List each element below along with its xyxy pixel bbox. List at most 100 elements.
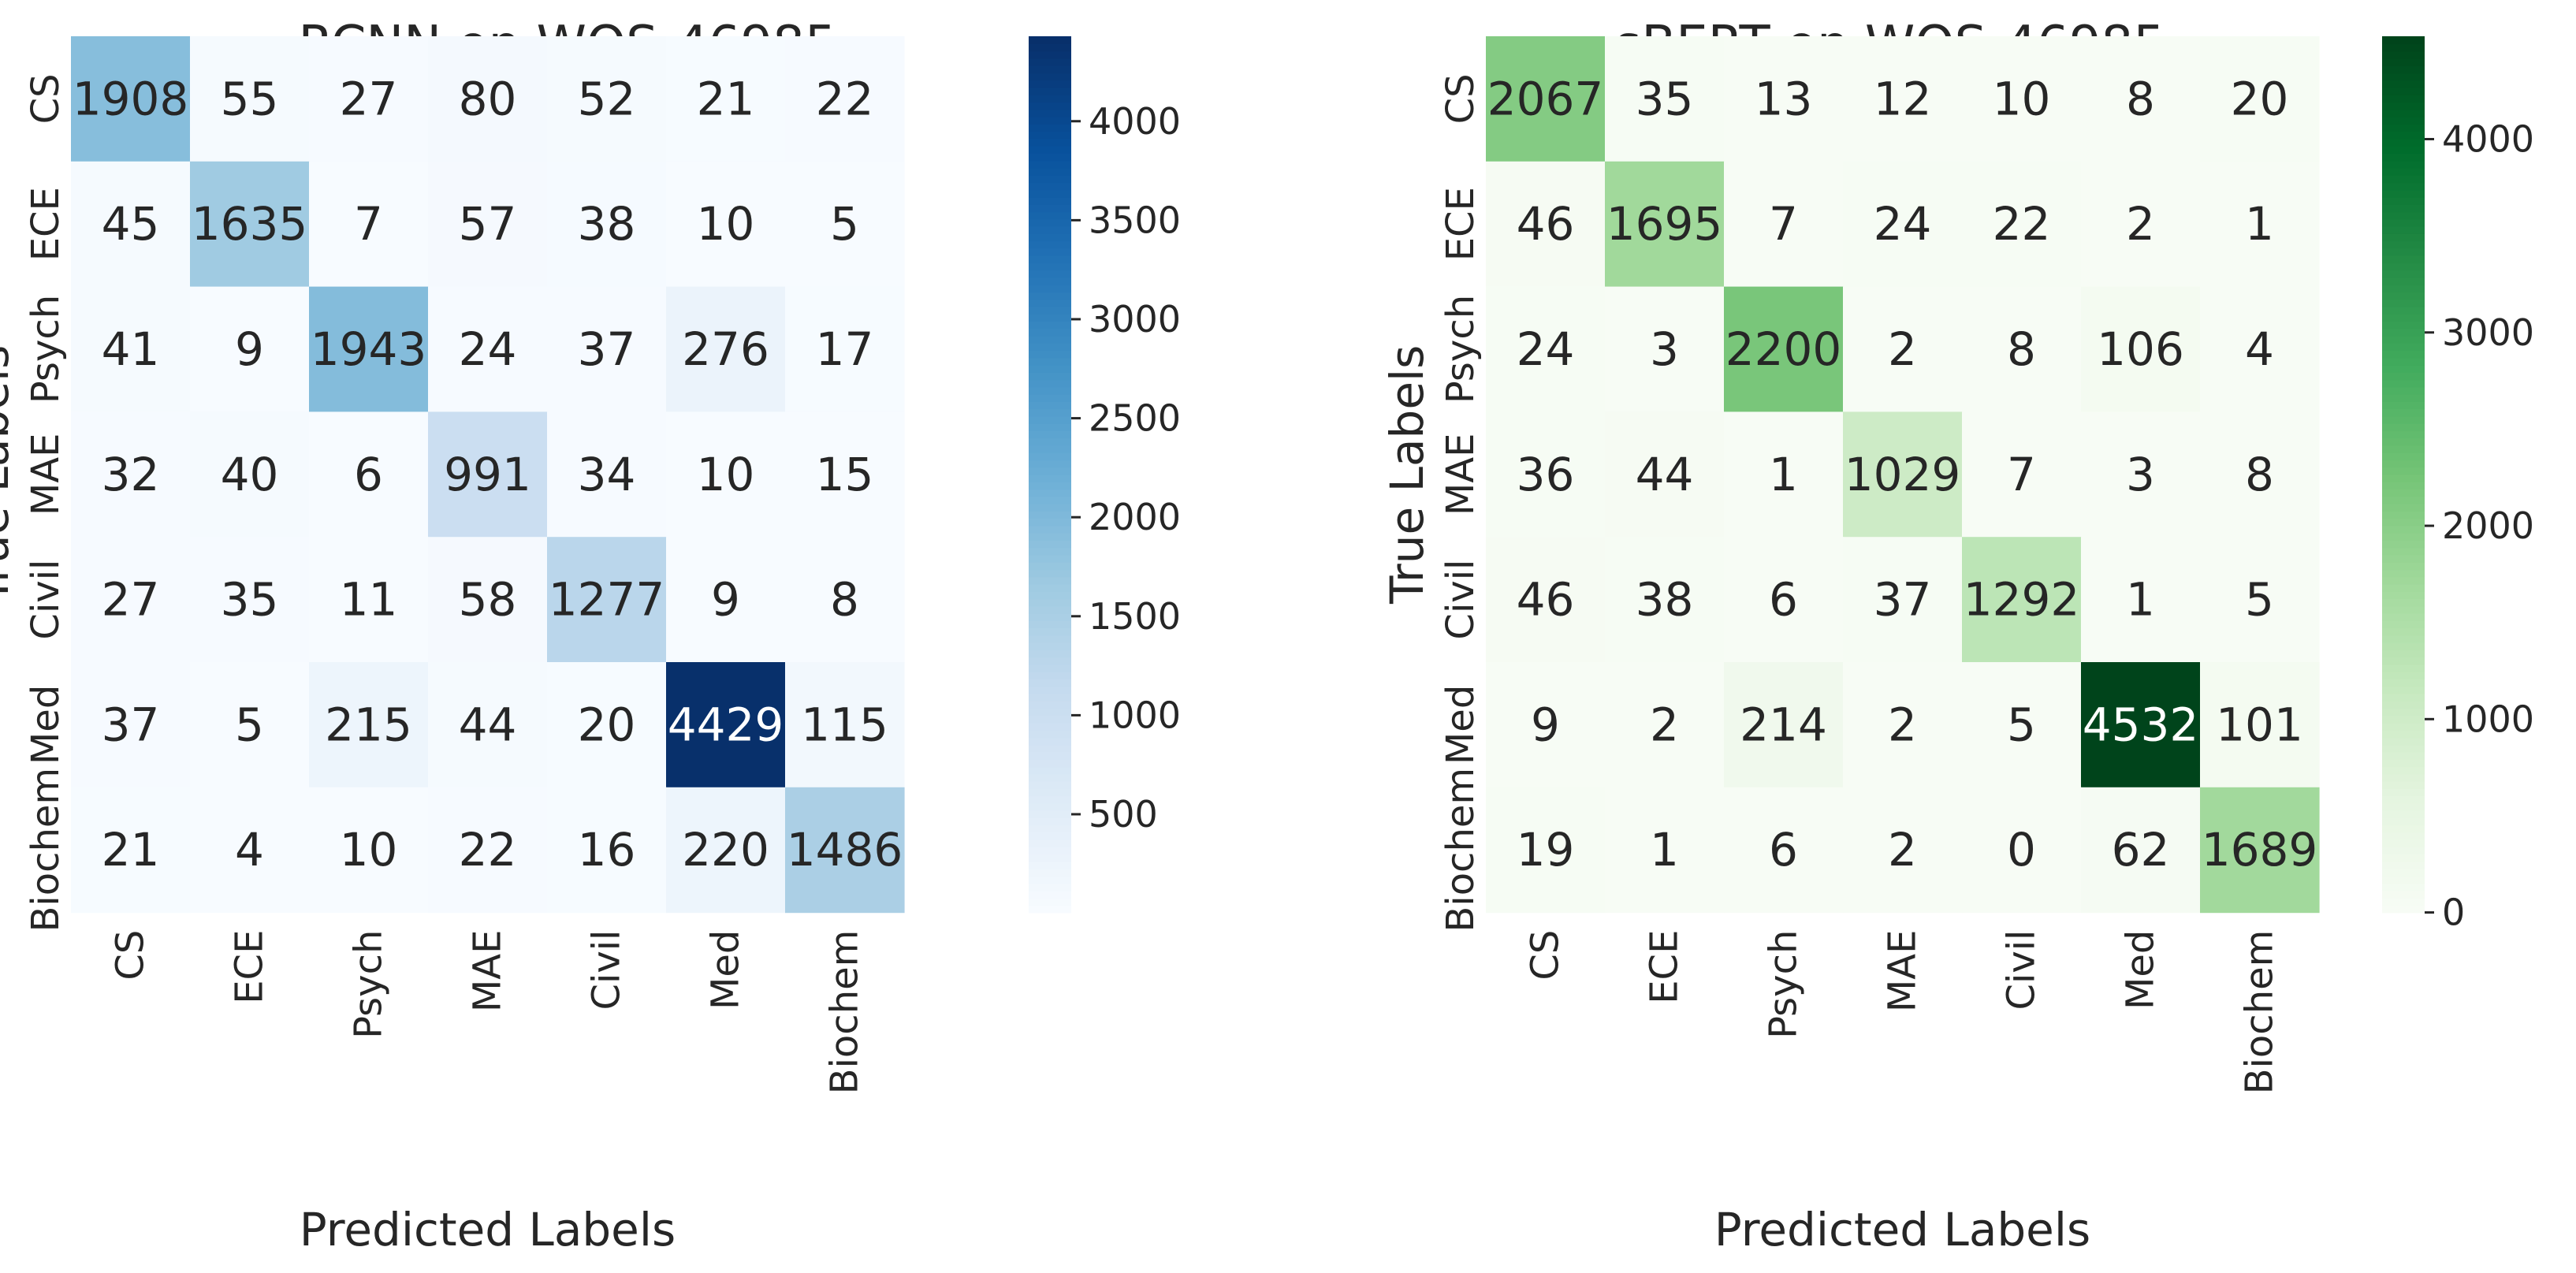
heatmap-cell-4-0 — [71, 537, 191, 663]
data-label-5-0: 9 — [1531, 698, 1560, 751]
colorbar-segment — [2382, 883, 2425, 891]
heatmap-cell-4-0 — [1486, 537, 1606, 663]
colorbar-segment — [2382, 306, 2425, 315]
colorbar-segment — [1029, 686, 1071, 694]
data-label-0-3: 12 — [1874, 72, 1932, 125]
colorbar-segment — [2382, 204, 2425, 213]
colorbar-segment — [1029, 890, 1071, 899]
colorbar-segment — [2382, 284, 2425, 293]
data-label-4-5: 9 — [711, 573, 740, 627]
heatmap-cell-1-0 — [71, 161, 191, 288]
heatmap-cell-1-3 — [428, 161, 548, 288]
colorbar-segment — [2382, 372, 2425, 381]
colorbar-segment — [2382, 650, 2425, 658]
colorbar-segment — [2382, 270, 2425, 278]
heatmap-cell-1-4 — [1962, 161, 2082, 288]
data-label-4-1: 35 — [221, 573, 279, 627]
colorbar-segment — [1029, 284, 1071, 293]
colorbar-segment — [1029, 708, 1071, 717]
y-tick-label-mae: MAE — [1439, 434, 1483, 516]
colorbar-segment — [1029, 511, 1071, 519]
colorbar-segment — [2382, 540, 2425, 549]
heatmap-cell-1-1 — [190, 161, 310, 288]
data-label-6-0: 21 — [102, 823, 160, 877]
colorbar-segment — [1029, 861, 1071, 869]
colorbar-segment — [1029, 58, 1071, 66]
colorbar-segment — [1029, 576, 1071, 585]
heatmap-cell-2-4 — [547, 286, 667, 412]
colorbar-segment — [1029, 496, 1071, 504]
colorbar-segment — [2382, 532, 2425, 541]
colorbar-segment — [1029, 87, 1071, 95]
data-label-1-2: 7 — [1769, 197, 1798, 251]
heatmap-cell-2-6 — [2200, 286, 2320, 412]
colorbar-segment — [2382, 759, 2425, 768]
colorbar-segment — [1029, 532, 1071, 541]
colorbar-segment — [1029, 408, 1071, 417]
data-label-2-1: 9 — [235, 322, 264, 376]
colorbar-segment — [1029, 620, 1071, 629]
heatmap-cell-6-1 — [190, 787, 310, 914]
x-tick-label-mae: MAE — [1881, 930, 1925, 1013]
heatmap-cell-5-4 — [1962, 662, 2082, 788]
data-label-4-2: 6 — [1769, 573, 1798, 627]
heatmap-cell-2-2 — [1724, 286, 1844, 412]
colorbar-segment — [2382, 708, 2425, 717]
colorbar-segment — [2382, 482, 2425, 490]
y-tick-label-med: Med — [1439, 685, 1483, 765]
colorbar-segment — [1029, 664, 1071, 672]
data-label-6-5: 62 — [2112, 823, 2170, 877]
colorbar-tick-label: 1000 — [1089, 694, 1181, 736]
heatmap-cell-3-5 — [666, 411, 786, 538]
data-label-6-4: 0 — [2007, 823, 2036, 877]
colorbar-segment — [1029, 452, 1071, 461]
data-label-3-1: 44 — [1636, 448, 1694, 501]
colorbar-segment — [1029, 474, 1071, 482]
heatmap-cell-5-3 — [1843, 662, 1963, 788]
colorbar-segment — [1029, 824, 1071, 833]
chart-panel-2: sBERT on WOS-469852067351312108204616957… — [1380, 16, 2534, 1256]
heatmap-cell-6-4 — [1962, 787, 2082, 914]
colorbar-segment — [1029, 722, 1071, 731]
heatmap-cell-4-5 — [666, 537, 786, 663]
colorbar-tick-label: 1000 — [2442, 698, 2534, 740]
heatmap-cell-3-4 — [547, 411, 667, 538]
colorbar-segment — [1029, 175, 1071, 184]
y-axis-label: True Labels — [1380, 345, 1434, 605]
heatmap-cell-0-0 — [1486, 36, 1606, 162]
heatmap-cell-0-6 — [2200, 36, 2320, 162]
colorbar-segment — [1029, 160, 1071, 169]
colorbar-segment — [2382, 182, 2425, 191]
colorbar-segment — [1029, 854, 1071, 862]
data-label-1-6: 1 — [2245, 197, 2274, 251]
colorbar-segment — [1029, 167, 1071, 176]
colorbar-segment — [2382, 737, 2425, 746]
x-tick-label-med: Med — [704, 930, 748, 1010]
y-tick-label-biochem: Biochem — [1439, 768, 1483, 932]
data-label-1-5: 2 — [2126, 197, 2155, 251]
data-label-4-0: 27 — [102, 573, 160, 627]
data-label-1-3: 24 — [1874, 197, 1932, 251]
colorbar-segment — [2382, 124, 2425, 132]
colorbar-segment — [2382, 751, 2425, 760]
data-label-1-0: 46 — [1517, 197, 1575, 251]
colorbar-segment — [2382, 437, 2425, 446]
data-label-0-1: 55 — [221, 72, 279, 125]
colorbar-segment — [2382, 445, 2425, 453]
data-label-3-5: 3 — [2126, 448, 2155, 501]
heatmap-cell-2-1 — [190, 286, 310, 412]
colorbar-segment — [1029, 780, 1071, 789]
y-tick-label-civil: Civil — [24, 560, 68, 640]
heatmap-cell-5-2 — [1724, 662, 1844, 788]
heatmap-cell-6-4 — [547, 787, 667, 914]
x-tick-label-biochem: Biochem — [2238, 930, 2282, 1095]
colorbar-segment — [1029, 482, 1071, 490]
x-tick-label-civil: Civil — [585, 930, 629, 1011]
data-label-5-3: 2 — [1888, 698, 1917, 751]
colorbar-segment — [2382, 189, 2425, 198]
colorbar-segment — [2382, 627, 2425, 636]
data-label-3-5: 10 — [697, 448, 755, 501]
colorbar-segment — [1029, 605, 1071, 614]
colorbar-segment — [1029, 612, 1071, 621]
colorbar-segment — [2382, 233, 2425, 242]
